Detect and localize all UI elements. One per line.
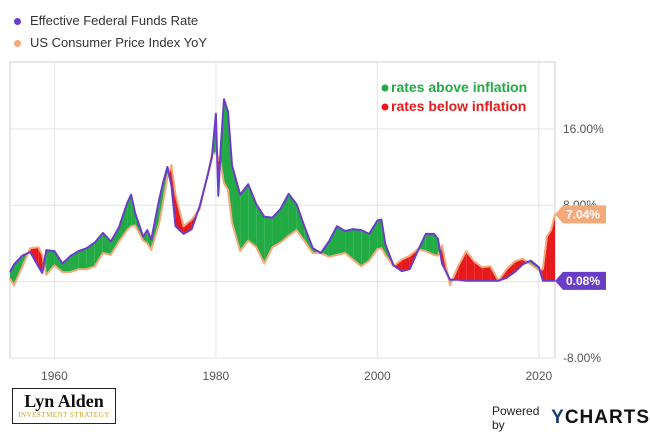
x-tick-label: 2020 [526,369,553,383]
y-tick-label: -8.00% [563,351,601,365]
lyn-alden-logo: Lyn Alden INVESTMENT STRATEGY [12,388,116,424]
x-tick-label: 1960 [41,369,68,383]
chart-legend: Effective Federal Funds Rate US Consumer… [14,10,207,54]
annotation-rates-below: rates below inflation [391,98,526,114]
powered-by-label: Powered by [492,404,547,432]
legend-label-fed-funds: Effective Federal Funds Rate [30,10,198,32]
x-tick-label: 1980 [203,369,230,383]
brand-name: Lyn Alden [13,391,115,411]
annotation-dot-below [382,104,389,111]
legend-dot-fed-funds [14,18,21,25]
spread-fill-above [377,220,381,250]
cpi-value-badge-label: 7.04% [566,207,600,221]
spread-fill-below [482,266,490,280]
legend-label-cpi: US Consumer Price Index YoY [30,32,207,54]
annotation-dot-above [382,85,389,92]
legend-item-fed-funds[interactable]: Effective Federal Funds Rate [14,10,207,32]
legend-dot-cpi [14,40,21,47]
legend-item-cpi[interactable]: US Consumer Price Index YoY [14,32,207,54]
y-tick-label: 16.00% [563,122,604,136]
annotation-rates-above: rates above inflation [391,79,527,95]
fed-value-badge-label: 0.08% [566,274,600,288]
cpi-value-badge: 7.04% [555,205,606,223]
ycharts-logo: YCHARTS [551,407,650,429]
powered-by-ycharts[interactable]: Powered by YCHARTS [492,404,650,432]
brand-subtitle: INVESTMENT STRATEGY [13,411,115,420]
x-tick-label: 2000 [364,369,391,383]
fed-value-badge: 0.08% [555,272,606,290]
